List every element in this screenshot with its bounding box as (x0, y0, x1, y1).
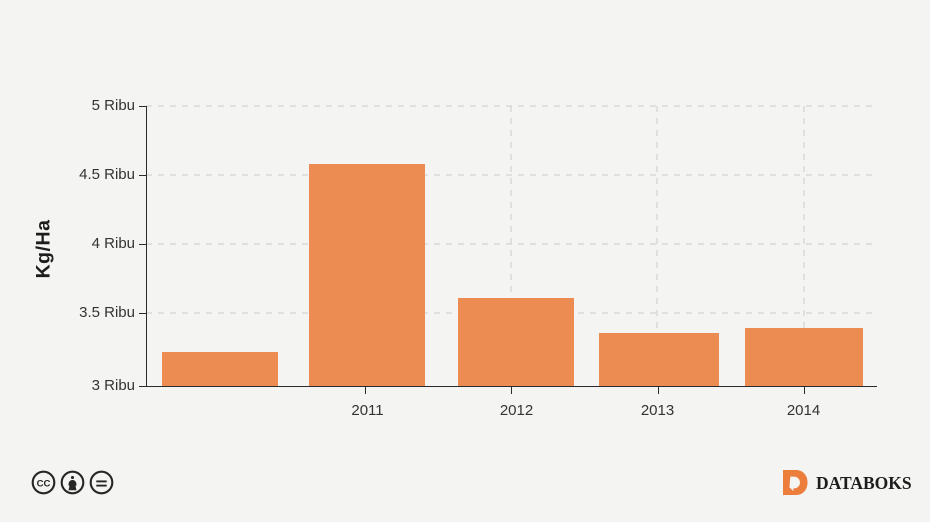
svg-text:CC: CC (37, 479, 51, 490)
